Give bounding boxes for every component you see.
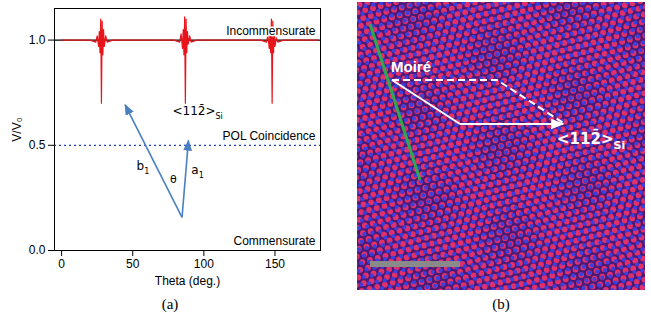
svg-text:<112̄>Si: <112̄>Si <box>173 104 223 121</box>
svg-text:POL Coincidence: POL Coincidence <box>223 129 316 143</box>
svg-text:V/V₀: V/V₀ <box>10 117 24 141</box>
svg-text:Commensurate: Commensurate <box>233 234 315 248</box>
svg-text:a1: a1 <box>191 163 203 180</box>
svg-text:Moiré: Moiré <box>391 58 431 75</box>
svg-text:150: 150 <box>265 257 285 271</box>
html-text:(b): (b) <box>492 296 510 312</box>
svg-text:0: 0 <box>58 257 65 271</box>
svg-text:0.5: 0.5 <box>29 138 46 152</box>
html-text:(a): (a) <box>161 296 179 312</box>
svg-text:b1: b1 <box>137 159 150 176</box>
svg-text:Incommensurate: Incommensurate <box>226 24 316 38</box>
svg-text:0.0: 0.0 <box>29 243 46 257</box>
svg-text:100: 100 <box>194 257 214 271</box>
svg-text:θ: θ <box>170 173 177 186</box>
svg-text:50: 50 <box>126 257 140 271</box>
svg-text:<112̄>Si: <112̄>Si <box>557 128 625 151</box>
svg-text:1.0: 1.0 <box>29 33 46 47</box>
svg-text:Theta (deg.): Theta (deg.) <box>155 274 220 288</box>
